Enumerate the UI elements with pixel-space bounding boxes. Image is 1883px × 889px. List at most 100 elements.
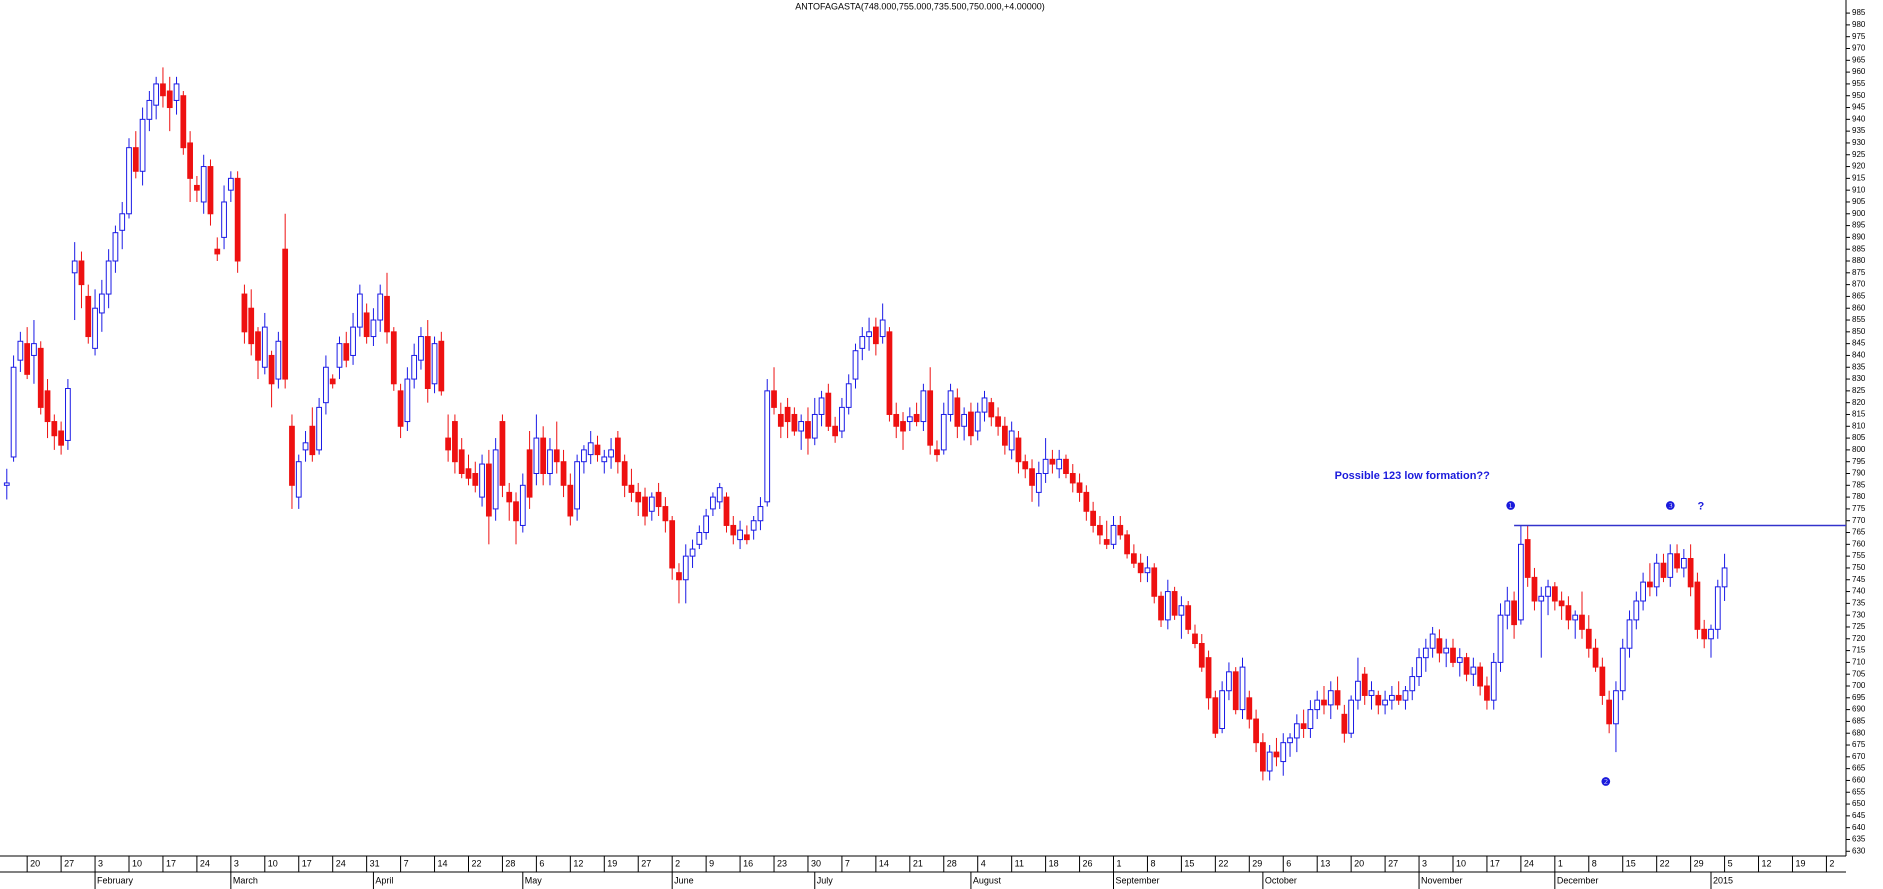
annotation: Possible 123 low formation?? [1335,470,1491,482]
candle-body [1531,576,1538,602]
y-tick-label: 950 [1852,91,1866,100]
x-tick-label: 8 [1150,858,1155,868]
x-tick-label: 29 [1252,858,1262,868]
candle-body [1640,581,1646,602]
candle-body [309,425,316,456]
candle-body [1497,614,1504,663]
candle-body [44,390,51,423]
y-tick-label: 940 [1852,114,1866,123]
x-tick-label: 2 [1829,858,1834,868]
candle-body [255,331,261,361]
y-tick-label: 650 [1852,799,1866,808]
month-label: 2015 [1713,875,1733,885]
x-tick-label: 17 [166,858,176,868]
candle-body [696,532,703,545]
candle-body [1477,666,1484,687]
candle-body [268,354,275,385]
x-tick-label: 9 [709,858,714,868]
candle-body [112,232,119,262]
y-tick-label: 885 [1852,244,1866,253]
annotation: ❸ [1665,500,1675,512]
candle-body [51,421,58,437]
candle-body [825,392,832,427]
x-tick-label: 4 [981,858,986,868]
candle-body [282,248,289,380]
x-tick-label: 22 [1218,858,1228,868]
candle-body [1110,524,1117,545]
candle-body [547,449,553,474]
candle-body [1436,638,1443,654]
x-tick-label: 7 [404,858,409,868]
candle-body [676,572,682,581]
y-tick-label: 630 [1852,846,1866,855]
candle-body [1035,473,1042,493]
candle-body [1416,657,1422,678]
y-tick-label: 800 [1852,445,1866,454]
candle-body [621,461,628,486]
candle-body [363,312,370,338]
candle-body [567,484,574,517]
candle-body [1714,586,1721,630]
x-tick-label: 20 [1354,858,1364,868]
x-tick-label: 17 [302,858,312,868]
annotation: ? [1697,500,1704,512]
x-tick-label: 29 [1694,858,1704,868]
candle-body [1090,510,1097,526]
candle-body [248,307,255,345]
candle-body [1076,482,1083,493]
candle-body [316,406,322,451]
candle-body [1042,458,1049,475]
x-tick-label: 27 [641,858,651,868]
candle-body [784,406,791,423]
x-tick-label: 27 [1388,858,1398,868]
candle-body [187,142,193,179]
candle-body [343,343,350,361]
candle-body [669,520,676,569]
candle-body [981,397,988,413]
candle-body [384,295,390,333]
candle-body [1144,567,1151,574]
x-tick-label: 10 [268,858,278,868]
y-tick-label: 730 [1852,610,1866,619]
y-tick-label: 640 [1852,823,1866,832]
candle-body [1348,699,1355,734]
candle-body [791,413,798,432]
candle-body [540,437,547,475]
candle-body [1151,567,1158,597]
candle-body [1246,697,1253,720]
candle-body [934,449,940,456]
candle-body [587,442,594,456]
candle-body [31,343,37,356]
candle-body [1422,647,1429,659]
x-tick-label: 30 [811,858,821,868]
y-tick-label: 675 [1852,740,1866,749]
candle-body [329,378,336,385]
x-axis-labels: 20 27 3 10 17 24 3 10 17 24 31 7 14 22 28 6 12 19 27 2 9 16 23… [26,856,1834,889]
candle-body [58,430,64,446]
candle-body [730,524,737,536]
candle-body [3,482,10,486]
candle-body [180,95,187,149]
candle-body [1178,605,1185,616]
x-tick-label: 15 [1184,858,1194,868]
y-tick-label: 880 [1852,256,1866,265]
candle-body [1158,595,1164,621]
candle-body [1327,690,1334,706]
chart-title: ANTOFAGASTA(748.000,755.000,735.500,750.… [795,1,1045,11]
candle-body [1619,647,1626,692]
candle-body [1395,694,1402,701]
y-tick-label: 805 [1852,433,1866,442]
candle-body [811,413,818,439]
y-tick-label: 735 [1852,598,1866,607]
candle-body [1599,666,1606,696]
candle-body [852,350,859,380]
candle-body [703,515,710,534]
x-tick-label: 15 [1626,858,1636,868]
candle-body [139,118,146,172]
candle-body [716,487,723,503]
candle-body [105,260,112,295]
y-tick-label: 645 [1852,811,1866,820]
y-tick-label: 810 [1852,421,1866,430]
y-tick-label: 660 [1852,776,1866,785]
